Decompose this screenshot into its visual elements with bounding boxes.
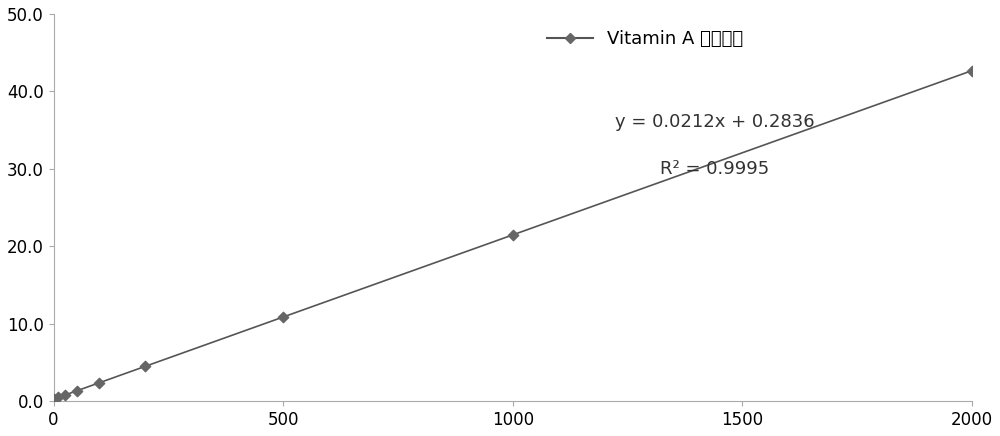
Point [57,392,73,399]
Point [137,363,153,370]
Point [91,379,107,386]
Point [46,395,62,402]
Point [50,394,66,401]
Legend: Vitamin A 标准曲线: Vitamin A 标准曲线 [540,23,750,55]
Point [505,232,521,238]
Point [275,313,291,320]
Point [964,67,980,74]
Text: y = 0.0212x + 0.2836: y = 0.0212x + 0.2836 [615,113,815,131]
Text: R² = 0.9995: R² = 0.9995 [660,160,769,178]
Point [69,388,85,395]
